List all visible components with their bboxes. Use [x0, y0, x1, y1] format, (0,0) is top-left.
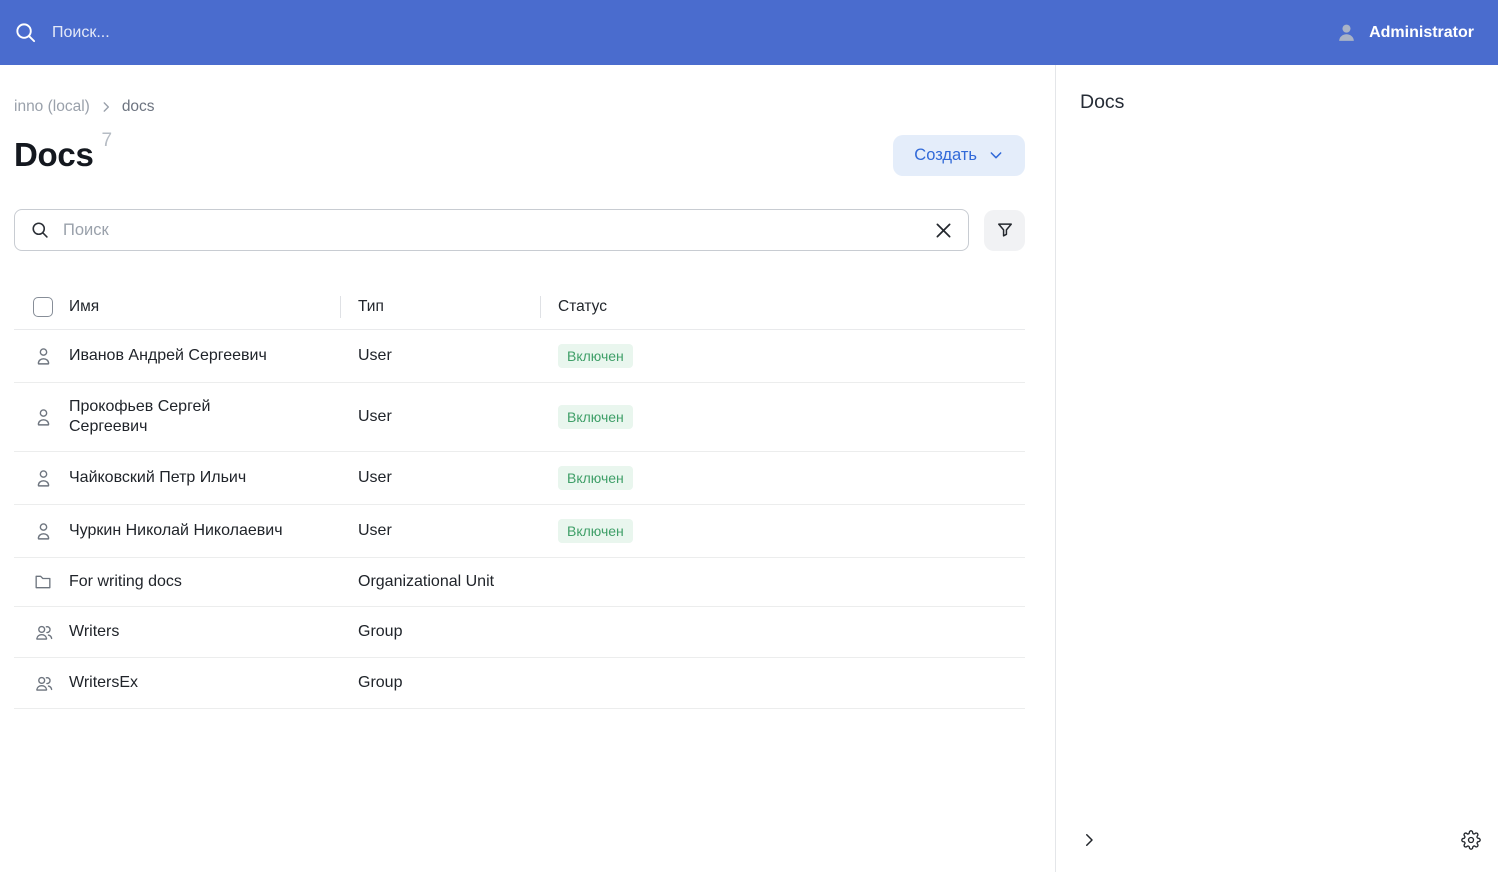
clear-search-button[interactable]: [929, 216, 958, 245]
row-status: Включен: [540, 344, 1025, 368]
detail-panel-title: Docs: [1080, 91, 1125, 113]
global-search[interactable]: [14, 21, 370, 44]
breadcrumb-root[interactable]: inno (local): [14, 98, 90, 115]
row-status: Включен: [540, 405, 1025, 429]
group-icon: [14, 672, 69, 694]
row-type: Organizational Unit: [358, 573, 495, 590]
row-type: User: [358, 469, 392, 486]
table-row[interactable]: Writers Group: [14, 607, 1025, 658]
table-search-input[interactable]: [61, 219, 918, 241]
search-icon: [14, 21, 37, 44]
select-all-checkbox[interactable]: [33, 296, 53, 317]
row-type: User: [358, 347, 392, 364]
row-name: Прокофьев Сергей Сергеевич: [69, 398, 211, 435]
table-row[interactable]: Иванов Андрей Сергеевич User Включен: [14, 330, 1025, 383]
row-name: Иванов Андрей Сергеевич: [69, 347, 267, 364]
row-status: Включен: [540, 519, 1025, 543]
table-row[interactable]: For writing docs Organizational Unit: [14, 558, 1025, 607]
row-name: WritersEx: [69, 674, 139, 691]
row-type: Group: [358, 623, 403, 640]
settings-button[interactable]: [1461, 830, 1481, 850]
row-type: User: [358, 522, 392, 539]
table-row[interactable]: WritersEx Group: [14, 658, 1025, 709]
status-badge: Включен: [558, 466, 633, 490]
group-icon: [14, 621, 69, 643]
filter-button[interactable]: [984, 209, 1025, 251]
title-row: Docs 7 Создать: [14, 130, 1025, 178]
table-row[interactable]: Чайковский Петр Ильич User Включен: [14, 452, 1025, 505]
main-content: inno (local) docs Docs 7 Создать: [0, 65, 1055, 872]
status-badge: Включен: [558, 405, 633, 429]
search-icon: [30, 220, 50, 240]
page-title-text: Docs: [14, 136, 94, 173]
user-menu[interactable]: Administrator: [1336, 22, 1474, 44]
user-icon: [14, 345, 69, 367]
chevron-right-icon: [99, 100, 113, 114]
row-type: User: [358, 408, 392, 425]
breadcrumb: inno (local) docs: [14, 98, 1025, 116]
user-icon: [14, 467, 69, 489]
table-row[interactable]: Чуркин Николай Николаевич User Включен: [14, 505, 1025, 558]
user-icon: [14, 406, 69, 428]
filter-icon: [995, 220, 1015, 240]
table-row[interactable]: Прокофьев Сергей Сергеевич User Включен: [14, 383, 1025, 452]
header-checkbox-cell: [14, 296, 69, 317]
create-button[interactable]: Создать: [893, 134, 1025, 176]
table-header: Имя Тип Статус: [14, 284, 1025, 330]
global-search-input[interactable]: [50, 22, 370, 43]
object-table: Имя Тип Статус Иванов Андрей Сергеевич U…: [14, 284, 1025, 709]
username-label: Administrator: [1369, 23, 1474, 41]
status-badge: Включен: [558, 344, 633, 368]
item-count: 7: [101, 130, 113, 151]
row-name: Чайковский Петр Ильич: [69, 469, 247, 486]
search-row: [14, 209, 1025, 251]
column-header-name[interactable]: Имя: [69, 297, 100, 315]
close-icon: [933, 220, 954, 241]
row-type: Group: [358, 674, 403, 691]
detail-panel: Docs: [1055, 65, 1498, 872]
topbar: Administrator: [0, 0, 1498, 65]
user-icon: [14, 520, 69, 542]
folder-icon: [14, 572, 69, 592]
row-name: For writing docs: [69, 573, 182, 590]
chevron-right-icon: [1080, 831, 1098, 849]
column-header-status[interactable]: Статус: [540, 298, 1025, 316]
gear-icon: [1461, 830, 1481, 850]
page-title: Docs 7: [14, 130, 112, 174]
create-button-label: Создать: [914, 145, 977, 164]
status-badge: Включен: [558, 519, 633, 543]
column-header-type[interactable]: Тип: [340, 298, 540, 316]
row-name: Writers: [69, 623, 120, 640]
table-search[interactable]: [14, 209, 969, 251]
collapse-panel-button[interactable]: [1080, 831, 1098, 849]
row-name: Чуркин Николай Николаевич: [69, 522, 283, 539]
avatar-icon: [1336, 22, 1357, 44]
chevron-down-icon: [988, 147, 1004, 163]
detail-panel-footer: [1080, 830, 1481, 850]
row-status: Включен: [540, 466, 1025, 490]
breadcrumb-current: docs: [121, 98, 155, 115]
